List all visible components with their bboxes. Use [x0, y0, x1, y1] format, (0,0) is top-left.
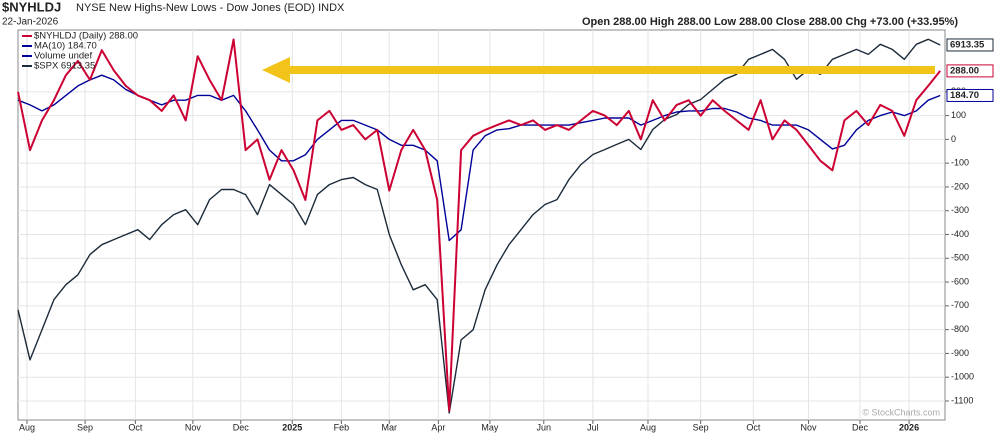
plot-area — [17, 29, 946, 421]
x-tick-label: Dec — [233, 422, 250, 432]
last-value-box — [946, 38, 994, 52]
date: 22-Jan-2026 — [2, 17, 59, 28]
x-tick-label: 2025 — [282, 422, 302, 432]
x-tick-label: 2026 — [899, 422, 919, 432]
last-value-box — [946, 64, 994, 78]
x-tick-label: Aug — [640, 422, 656, 432]
last-value-box — [946, 88, 994, 102]
y-tick-label: -800 — [951, 324, 969, 334]
y-tick-label: -1100 — [951, 395, 973, 405]
x-tick-label: Feb — [334, 422, 350, 432]
series-line — [17, 38, 941, 412]
legend-label: MA(10) 184.70 — [34, 41, 97, 52]
chart-title: $NYHLDJ — [2, 0, 61, 14]
y-tick-label: 0 — [951, 134, 956, 144]
series-line — [17, 74, 941, 242]
x-tick-label: Nov — [185, 422, 202, 432]
last-value-label: 184.70 — [950, 90, 979, 101]
x-tick-label: Mar — [382, 422, 398, 432]
x-tick-label: Nov — [800, 422, 817, 432]
credit: © StockCharts.com — [862, 407, 940, 417]
x-tick-label: Dec — [852, 422, 869, 432]
legend-label: $SPX 6913.35 — [34, 61, 95, 72]
x-tick-label: Oct — [746, 422, 761, 432]
last-value-label: 6913.35 — [950, 39, 985, 50]
y-tick-label: -700 — [951, 300, 969, 310]
y-tick-label: -100 — [951, 158, 969, 168]
y-tick-label: -1000 — [951, 372, 974, 382]
x-tick-label: Aug — [19, 422, 35, 432]
chart-subtitle: NYSE New Highs-New Lows - Dow Jones (EOD… — [76, 2, 345, 14]
legend-label: Volume undef — [34, 51, 92, 62]
y-tick-label: 100 — [951, 110, 966, 120]
y-tick-label: -300 — [951, 205, 969, 215]
y-tick-label: -400 — [951, 229, 969, 239]
x-tick-label: Sep — [693, 422, 709, 432]
lines — [17, 38, 941, 414]
arrow-annotation — [262, 57, 935, 83]
x-tick-label: Jul — [587, 422, 599, 432]
x-tick-label: Sep — [77, 422, 93, 432]
series-line — [17, 38, 941, 414]
last-value-label: 288.00 — [950, 65, 979, 76]
y-tick-label: -200 — [951, 181, 969, 191]
y-tick-label: -600 — [951, 276, 969, 286]
x-tick-label: Oct — [128, 422, 143, 432]
x-tick-label: Apr — [431, 422, 445, 432]
grid — [18, 30, 949, 424]
x-tick-label: May — [481, 422, 499, 432]
y-tick-label: -900 — [951, 348, 969, 358]
quote: Open 288.00 High 288.00 Low 288.00 Close… — [582, 16, 958, 28]
x-tick-label: Jun — [537, 422, 552, 432]
y-tick-label: -500 — [951, 253, 969, 263]
legend-label: $NYHLDJ (Daily) 288.00 — [34, 31, 138, 42]
